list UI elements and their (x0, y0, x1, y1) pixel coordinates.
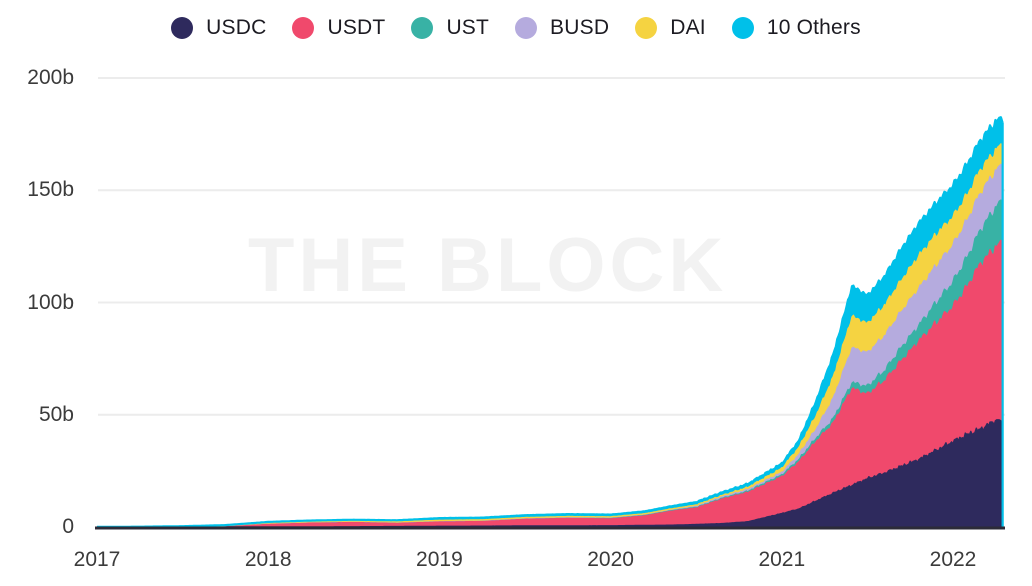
y-tick-label-50b: 50b (38, 402, 74, 426)
legend-swatch-usdt-icon (292, 17, 315, 39)
y-tick-label-200b: 200b (27, 66, 74, 89)
legend-label-others: 10 Others (766, 16, 861, 39)
y-tick-label-150b: 150b (27, 178, 74, 202)
the-block-watermark: THE BLOCK (248, 223, 728, 308)
x-tick-label-2019: 2019 (416, 548, 463, 571)
x-tick-label-2020: 2020 (587, 548, 634, 571)
legend-label-usdt: USDT (327, 16, 386, 39)
y-tick-label-0: 0 (62, 515, 74, 538)
legend-swatch-others-icon (731, 17, 754, 39)
legend: USDC USDT UST BUSD DAI 10 Others (0, 16, 1032, 40)
legend-swatch-busd-icon (515, 17, 538, 39)
legend-item-ust[interactable]: UST (411, 16, 489, 40)
x-tick-label-2017: 2017 (73, 548, 121, 571)
legend-swatch-usdc-icon (171, 17, 194, 39)
legend-item-dai[interactable]: DAI (635, 16, 706, 40)
legend-item-usdc[interactable]: USDC (171, 16, 266, 40)
legend-label-usdc: USDC (206, 16, 267, 39)
y-tick-label-100b: 100b (27, 290, 74, 314)
area-series-usdc (97, 419, 1003, 527)
legend-swatch-ust-icon (411, 17, 434, 39)
legend-label-busd: BUSD (550, 16, 610, 39)
legend-label-dai: DAI (670, 16, 706, 39)
legend-item-usdt[interactable]: USDT (292, 16, 385, 40)
legend-item-busd[interactable]: BUSD (515, 16, 609, 40)
x-tick-label-2018: 2018 (244, 548, 292, 571)
legend-item-others[interactable]: 10 Others (731, 16, 861, 40)
legend-label-ust: UST (446, 16, 490, 39)
x-tick-label-2022: 2022 (929, 548, 977, 571)
edge-line-others (97, 116, 1004, 528)
legend-swatch-dai-icon (635, 17, 658, 39)
x-tick-label-2021: 2021 (758, 548, 806, 571)
